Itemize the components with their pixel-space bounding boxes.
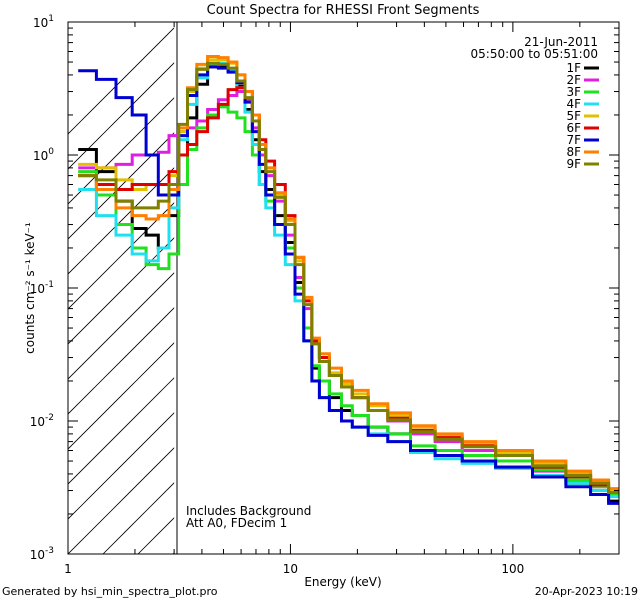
chart-title: Count Spectra for RHESSI Front Segments (207, 3, 480, 18)
hatch-line (68, 412, 175, 520)
hatch-line (628, 22, 640, 554)
excluded-region (68, 22, 640, 554)
legend-label-4F: 4F (566, 97, 581, 111)
legend-label-2F: 2F (566, 73, 581, 87)
x-tick-label: 1 (64, 562, 72, 576)
date-label: 21-Jun-2011 (524, 35, 598, 49)
x-axis-label: Energy (keV) (304, 575, 381, 589)
x-axis: 1 10 100 (64, 22, 620, 576)
hatch-line (68, 377, 175, 485)
y-axis-label: counts cm⁻² s⁻¹ keV⁻¹ (23, 222, 37, 354)
series-line-2F (78, 90, 619, 492)
note-background: Includes Background (186, 504, 311, 518)
generated-by-label: Generated by hsi_min_spectra_plot.pro (2, 585, 218, 598)
timestamp-label: 20-Apr-2023 10:19 (535, 585, 638, 598)
time-range-label: 05:50:00 to 05:51:00 (471, 47, 598, 61)
hatch-line (68, 447, 175, 554)
series-line-6F (78, 86, 619, 494)
series-line-5F (78, 58, 619, 492)
y-axis: 10-3 10-2 10-1 100 101 (30, 14, 619, 562)
y-tick-label: 10-1 (30, 280, 54, 296)
legend-label-1F: 1F (566, 61, 581, 75)
hatch-line (348, 22, 640, 554)
y-tick-label: 101 (33, 14, 54, 30)
hatch-line (68, 62, 175, 170)
note-attenuator: Att A0, FDecim 1 (186, 516, 287, 530)
legend-label-3F: 3F (566, 85, 581, 99)
x-tick-label: 100 (501, 562, 524, 576)
hatch-line (68, 202, 175, 310)
hatch-line (383, 22, 640, 554)
series-line-8F (78, 55, 619, 491)
series-line-9F (78, 61, 619, 494)
legend-label-6F: 6F (566, 121, 581, 135)
series-line-7F (78, 65, 619, 505)
series-line-1F (78, 64, 619, 503)
y-tick-label: 100 (33, 147, 54, 163)
legend-label-8F: 8F (566, 145, 581, 159)
series-lines (78, 55, 619, 505)
y-tick-label: 10-3 (30, 546, 54, 562)
series-line-4F (78, 61, 619, 499)
legend-label-7F: 7F (566, 133, 581, 147)
legend-label-5F: 5F (566, 109, 581, 123)
hatch-line (68, 97, 175, 205)
hatch-line (68, 272, 175, 380)
hatch-line (68, 237, 175, 345)
hatch-line (68, 27, 175, 135)
y-tick-label: 10-2 (30, 413, 54, 429)
x-tick-label: 10 (283, 562, 298, 576)
legend-label-9F: 9F (566, 157, 581, 171)
hatch-line (418, 22, 640, 554)
